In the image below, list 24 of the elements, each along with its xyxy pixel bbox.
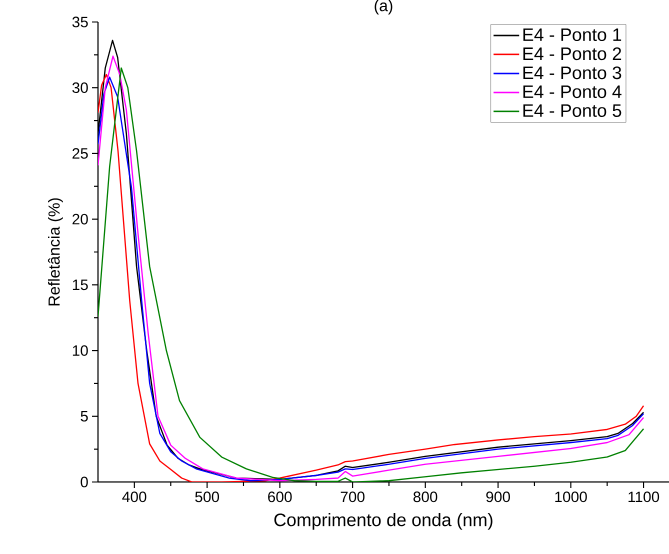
y-tick-label: 5 [80,411,88,422]
y-tick-label: 25 [72,148,88,159]
x-tick-label: 700 [340,492,365,502]
y-tick-label: 0 [80,476,88,488]
y-tick-label: 20 [72,214,88,224]
chart-title: (a) [374,0,392,14]
legend-label: E4 - Ponto 5 [523,104,622,117]
legend-label: E4 - Ponto 4 [523,86,622,98]
x-axis-title: Comprimento de onda (nm) [274,513,492,530]
y-tick-label: 15 [72,280,88,290]
x-tick-label: 800 [413,492,438,502]
x-tick-label: 1000 [555,492,587,502]
legend-label: E4 - Ponto 3 [523,66,622,80]
legend-label: E4 - Ponto 1 [523,28,622,42]
legend-label: E4 - Ponto 2 [523,47,622,60]
x-tick-label: 500 [195,492,220,502]
x-tick-label: 1100 [628,492,660,502]
y-tick-label: 30 [72,82,88,94]
y-tick-label: 10 [72,345,88,356]
x-tick-label: 400 [122,492,146,502]
y-axis-title: Refletância (%) [48,198,63,306]
y-tick-label: 35 [72,16,88,28]
x-tick-label: 600 [268,492,292,502]
x-tick-label: 900 [486,492,510,502]
